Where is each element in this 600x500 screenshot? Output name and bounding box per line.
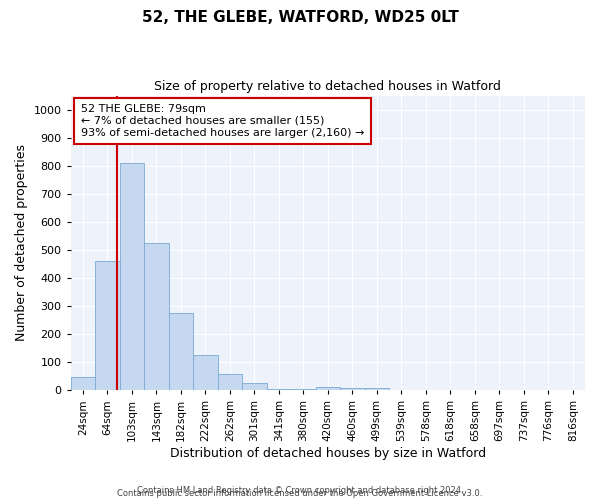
Y-axis label: Number of detached properties: Number of detached properties	[15, 144, 28, 342]
X-axis label: Distribution of detached houses by size in Watford: Distribution of detached houses by size …	[170, 447, 486, 460]
Bar	[71, 377, 95, 390]
Text: 52 THE GLEBE: 79sqm
← 7% of detached houses are smaller (155)
93% of semi-detach: 52 THE GLEBE: 79sqm ← 7% of detached hou…	[81, 104, 364, 138]
Bar	[340, 388, 365, 390]
Bar	[365, 388, 389, 390]
Bar	[119, 163, 144, 390]
Bar	[242, 384, 266, 390]
Text: Contains HM Land Registry data © Crown copyright and database right 2024.: Contains HM Land Registry data © Crown c…	[137, 486, 463, 495]
Bar	[95, 261, 119, 390]
Text: 52, THE GLEBE, WATFORD, WD25 0LT: 52, THE GLEBE, WATFORD, WD25 0LT	[142, 10, 458, 25]
Text: Contains public sector information licensed under the Open Government Licence v3: Contains public sector information licen…	[118, 488, 482, 498]
Bar	[218, 374, 242, 390]
Bar	[193, 355, 218, 390]
Bar	[316, 387, 340, 390]
Title: Size of property relative to detached houses in Watford: Size of property relative to detached ho…	[154, 80, 501, 93]
Bar	[144, 243, 169, 390]
Bar	[169, 313, 193, 390]
